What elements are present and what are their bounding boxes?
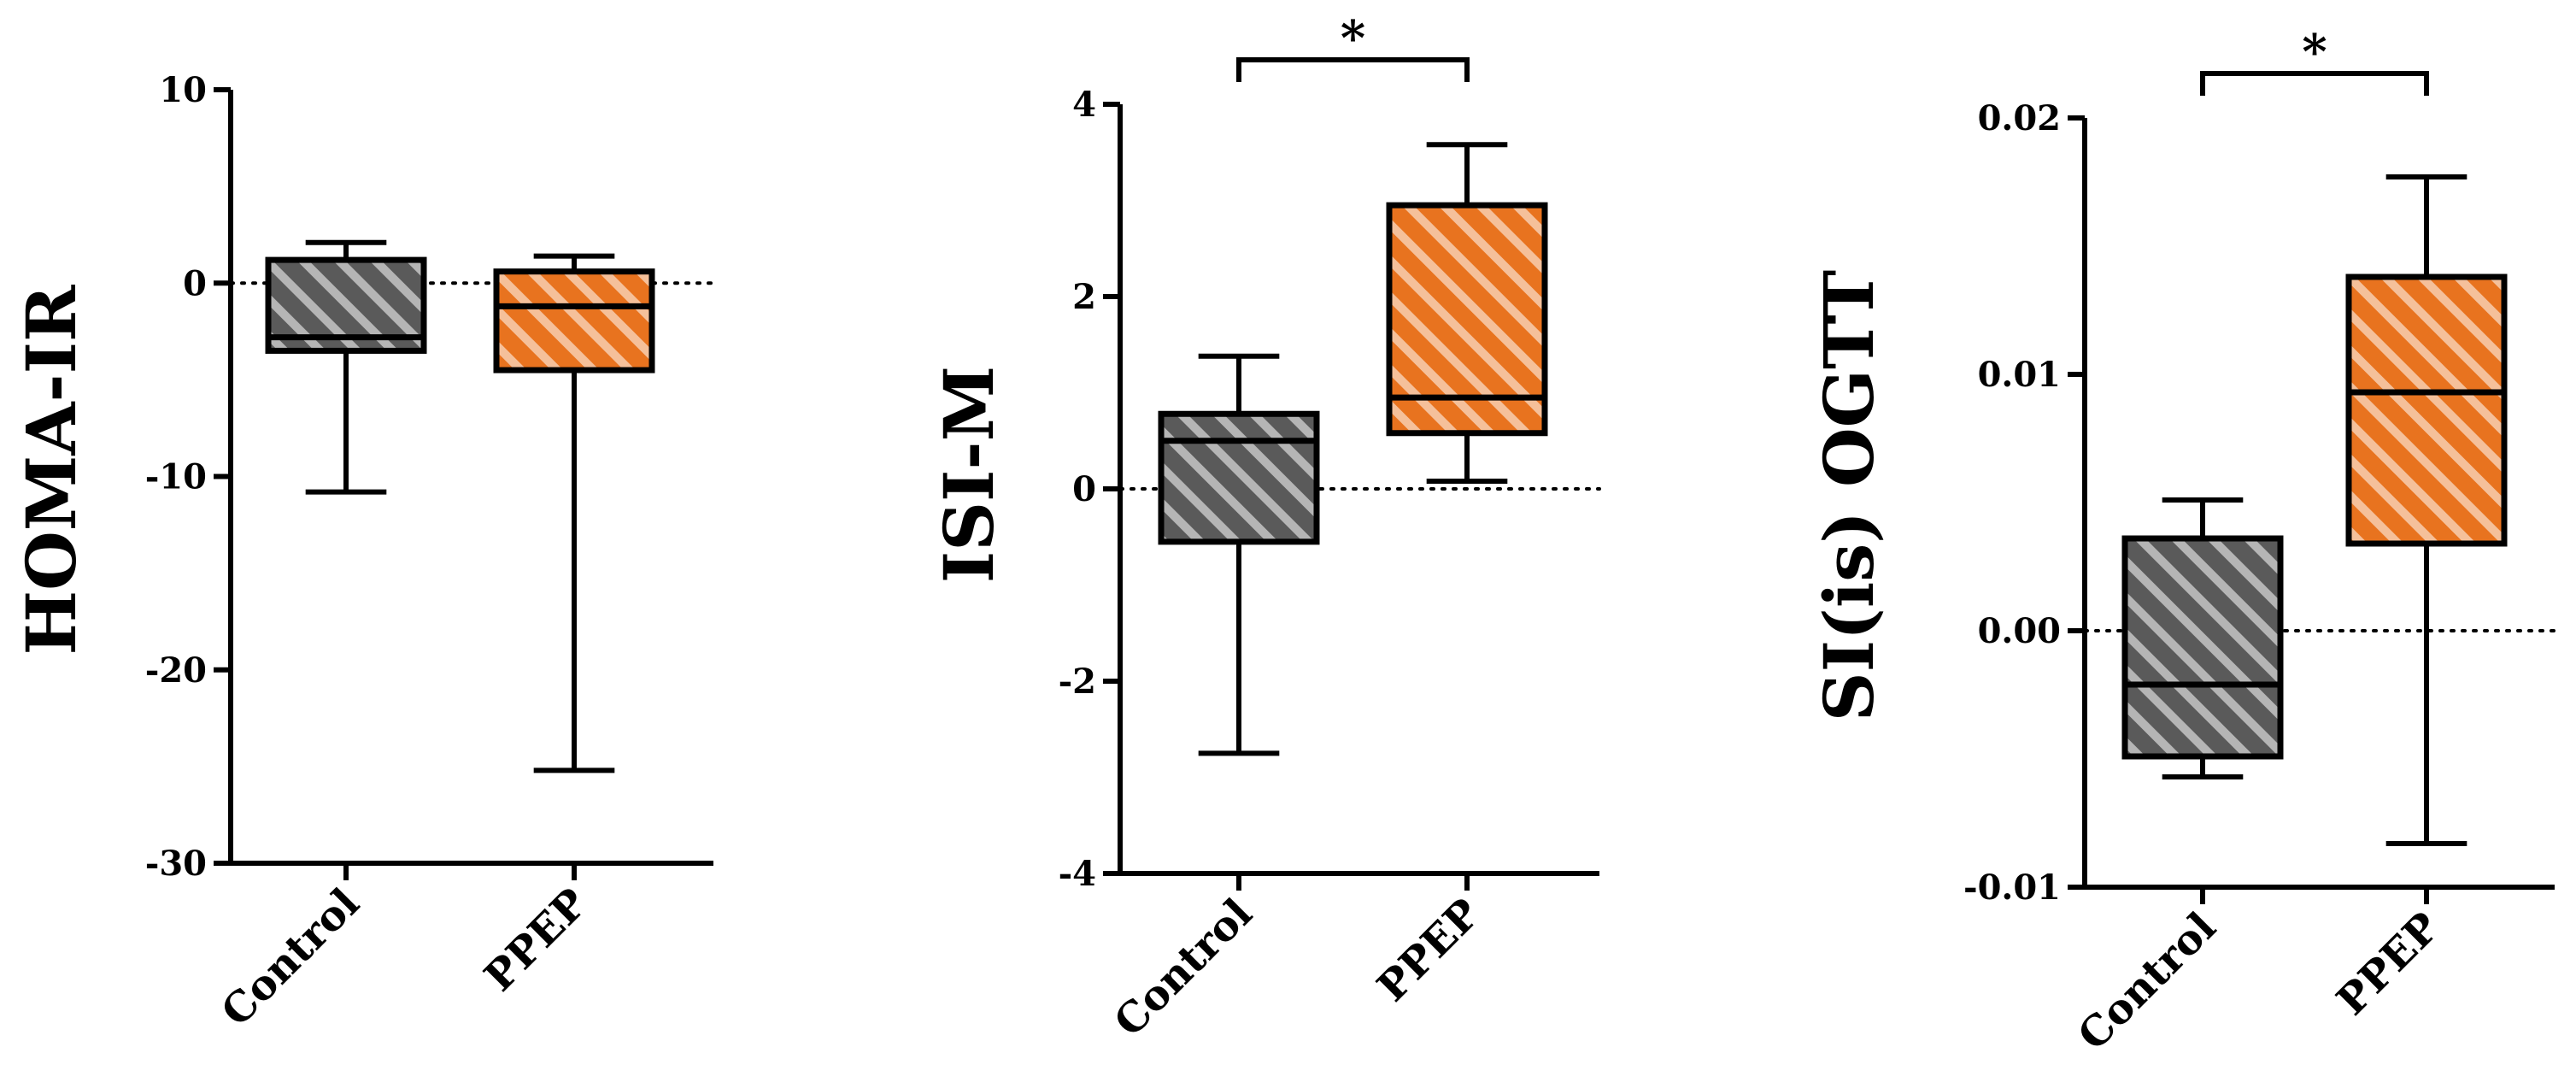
y-tick-label: 0.02 [1978,98,2061,138]
y-tick-label: -4 [1059,854,1096,894]
y-tick-label: -20 [145,650,207,691]
bracket-line [1236,57,1470,82]
significance-star: * [1341,10,1365,67]
significance-bracket: * [2200,24,2429,96]
y-tick-label: -2 [1059,662,1096,702]
bracket-line [2200,71,2429,96]
y-tick-label: 0 [183,263,207,303]
box-control [2121,497,2284,779]
y-axis-title: ISI-M [929,366,1009,583]
iqr-box [2121,535,2284,760]
y-tick-label: -0.01 [1963,867,2061,908]
y-tick-label: 0.01 [1978,355,2061,395]
iqr-box [493,268,655,373]
x-tick-label: Control [1105,890,1261,1046]
box-control [265,239,427,495]
x-tick-label: Control [2068,903,2225,1060]
x-tick-label: Control [212,879,368,1036]
y-tick-label: 2 [1072,277,1096,317]
y-axis-title: SI(is) OGTT [1809,270,1889,721]
box-control [1158,353,1320,756]
box-ppep [1386,142,1548,484]
y-tick-label: -30 [145,844,207,884]
x-tick-label: PPEP [2327,903,2449,1025]
y-axis-title: HOMA-IR [11,285,91,656]
y-tick-label: 0 [1072,469,1096,509]
box-ppep [2345,174,2508,846]
y-tick-label: 0.00 [1978,611,2061,651]
x-tick-label: PPEP [475,879,596,1001]
x-tick-label: PPEP [1368,890,1489,1011]
y-tick-label: 4 [1072,85,1096,125]
iqr-box [2345,273,2508,547]
y-tick-label: 10 [159,70,207,110]
iqr-box [1158,410,1320,545]
significance-star: * [2302,24,2327,80]
significance-bracket: * [1236,10,1470,82]
box-ppep [493,253,655,773]
y-tick-label: -10 [145,457,207,497]
